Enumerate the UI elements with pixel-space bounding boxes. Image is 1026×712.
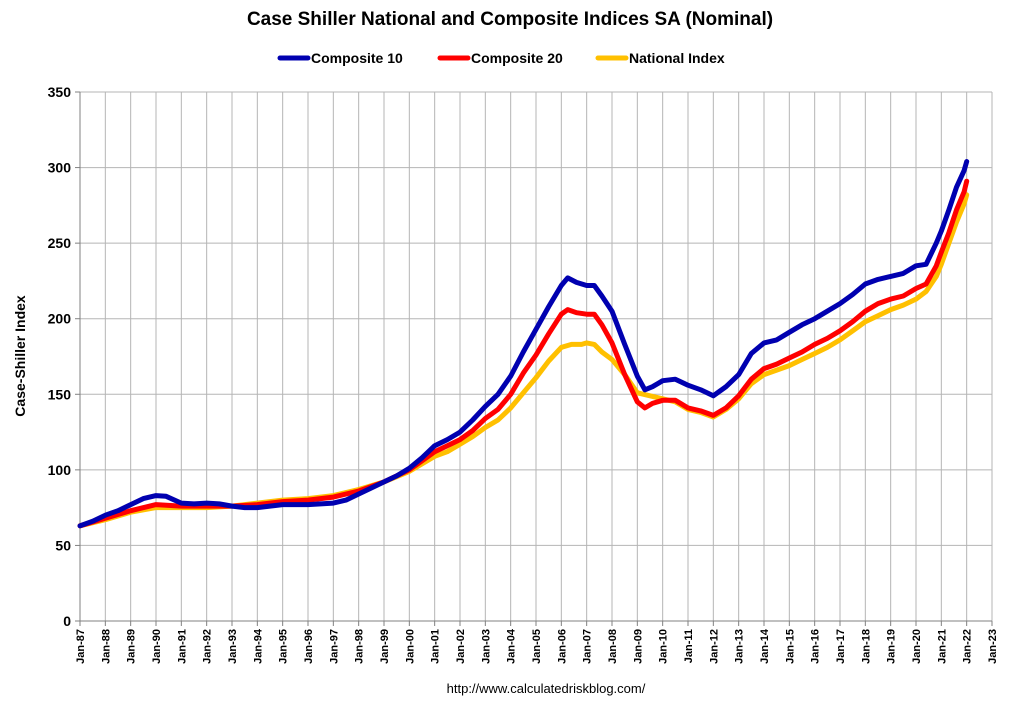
x-tick-label-34: Jan-21 (936, 629, 948, 664)
y-axis-ticks: 0 50 100 150 200 250 300 350 (48, 84, 80, 629)
source-url: http://www.calculatedriskblog.com/ (447, 681, 646, 696)
grid (80, 91, 993, 621)
x-tick-label-24: Jan-11 (683, 629, 695, 663)
x-tick-label-17: Jan-04 (506, 628, 518, 664)
x-tick-label-23: Jan-10 (658, 629, 670, 664)
x-tick-label-12: Jan-99 (379, 629, 391, 664)
y-tick-label-250: 250 (48, 235, 72, 251)
x-tick-label-27: Jan-14 (759, 628, 771, 664)
x-tick-label-35: Jan-22 (962, 629, 974, 664)
x-tick-label-31: Jan-18 (860, 629, 872, 664)
y-tick-label-200: 200 (48, 311, 72, 327)
chart-title: Case Shiller National and Composite Indi… (247, 9, 773, 30)
x-tick-label-5: Jan-92 (202, 629, 214, 664)
x-tick-label-19: Jan-06 (556, 629, 568, 664)
y-tick-label-350: 350 (48, 84, 72, 100)
x-tick-label-26: Jan-13 (734, 629, 746, 664)
legend: Composite 10 Composite 20 National Index (277, 50, 725, 66)
x-axis-ticks: Jan-87 Jan-88 Jan-89 Jan-90 Jan-91 Jan-92 Jan-… (75, 621, 999, 664)
y-tick-label-100: 100 (48, 462, 72, 478)
x-tick-label-32: Jan-19 (886, 629, 898, 664)
x-tick-label-10: Jan-97 (328, 629, 340, 664)
x-tick-label-22: Jan-09 (632, 629, 644, 664)
x-tick-label-29: Jan-16 (810, 629, 822, 664)
x-tick-label-36: Jan-23 (987, 629, 999, 664)
x-tick-label-21: Jan-08 (607, 629, 619, 664)
x-tick-label-30: Jan-17 (835, 629, 847, 664)
x-tick-label-28: Jan-15 (784, 629, 796, 664)
x-tick-label-4: Jan-91 (176, 629, 188, 664)
x-tick-label-6: Jan-93 (227, 629, 239, 664)
legend-label-national-index: National Index (629, 50, 725, 66)
x-tick-label-18: Jan-05 (531, 629, 543, 664)
series-line-composite-20 (77, 178, 970, 529)
x-tick-label-20: Jan-07 (582, 629, 594, 664)
x-tick-label-16: Jan-03 (480, 629, 492, 664)
x-tick-label-3: Jan-90 (151, 629, 163, 664)
x-tick-label-25: Jan-12 (708, 629, 720, 664)
series-layer (77, 159, 970, 529)
y-tick-label-300: 300 (48, 160, 72, 176)
legend-label-composite-20: Composite 20 (471, 50, 563, 66)
x-tick-label-15: Jan-02 (455, 629, 467, 664)
y-axis-label: Case-Shiller Index (12, 295, 28, 417)
x-tick-label-33: Jan-20 (911, 629, 923, 664)
x-tick-label-8: Jan-95 (278, 629, 290, 664)
x-tick-label-14: Jan-01 (430, 629, 442, 664)
y-tick-label-0: 0 (63, 613, 71, 629)
x-tick-label-13: Jan-00 (404, 629, 416, 664)
x-tick-label-11: Jan-98 (354, 629, 366, 664)
series-line-composite-10 (77, 159, 970, 529)
x-tick-label-2: Jan-89 (126, 629, 138, 664)
x-tick-label-1: Jan-88 (100, 629, 112, 664)
x-tick-label-9: Jan-96 (303, 629, 315, 664)
y-tick-label-150: 150 (48, 386, 72, 402)
x-tick-label-7: Jan-94 (252, 628, 264, 664)
y-tick-label-50: 50 (55, 537, 71, 553)
x-tick-label-0: Jan-87 (75, 629, 87, 664)
legend-label-composite-10: Composite 10 (311, 50, 403, 66)
